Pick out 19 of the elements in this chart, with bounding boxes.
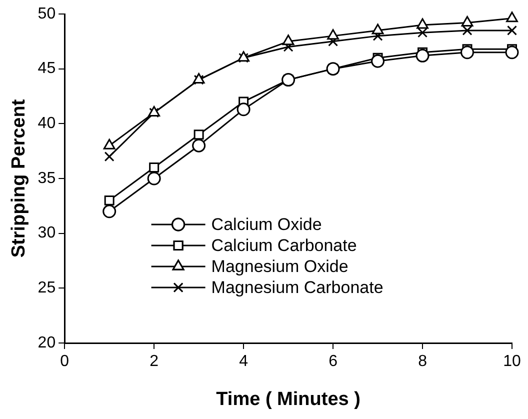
legend-label: Magnesium Carbonate <box>211 278 384 298</box>
legend-label: Calcium Oxide <box>211 215 322 234</box>
y-tick-label: 40 <box>38 115 56 132</box>
x-tick-label: 10 <box>503 353 521 370</box>
x-tick-label: 4 <box>239 353 248 370</box>
y-tick-label: 25 <box>38 280 56 297</box>
x-tick-label: 6 <box>328 353 338 370</box>
y-tick-label: 35 <box>38 170 56 187</box>
legend-label: Calcium Carbonate <box>211 236 357 256</box>
x-tick-label: 0 <box>60 353 70 370</box>
legend-label: Magnesium Oxide <box>211 257 348 276</box>
y-tick-label: 50 <box>38 5 56 22</box>
y-tick-label: 30 <box>38 224 56 242</box>
x-tick-label: 2 <box>150 353 159 370</box>
y-axis-title: Stripping Percent <box>8 98 30 258</box>
x-axis-title: Time ( Minutes ) <box>216 388 360 410</box>
x-tick-label: 8 <box>418 353 428 370</box>
y-tick-label: 45 <box>38 60 56 78</box>
y-tick-label: 20 <box>38 334 56 352</box>
